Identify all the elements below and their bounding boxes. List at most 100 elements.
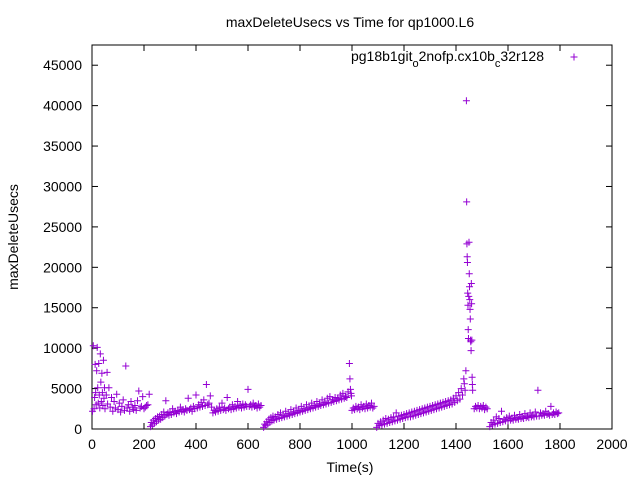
data-point: [464, 289, 472, 297]
data-point: [93, 343, 101, 351]
data-point: [94, 384, 102, 392]
data-point: [256, 403, 264, 411]
data-point: [316, 400, 323, 408]
data-point: [544, 410, 552, 418]
data-point: [547, 402, 555, 410]
data-point: [468, 373, 476, 381]
x-tick-label: 0: [88, 436, 96, 452]
data-point: [200, 396, 208, 404]
x-tick-label: 1800: [544, 436, 575, 452]
data-point: [113, 390, 121, 398]
data-point: [96, 350, 104, 358]
plot-area-frame: [91, 44, 613, 430]
data-point: [215, 403, 223, 411]
data-point: [139, 393, 147, 401]
x-tick-label: 600: [236, 436, 260, 452]
data-point: [105, 384, 113, 392]
data-point: [347, 392, 355, 400]
data-point: [206, 392, 214, 400]
data-point: [467, 347, 475, 355]
data-point: [231, 402, 239, 410]
legend-marker-plus: [570, 53, 578, 61]
data-point: [462, 97, 470, 105]
y-tick-label: 45000: [43, 57, 82, 73]
data-point: [132, 406, 140, 414]
data-point: [295, 406, 303, 414]
data-point: [95, 360, 103, 368]
data-point: [162, 397, 170, 405]
data-point: [284, 410, 292, 418]
data-point: [534, 386, 542, 394]
data-point: [321, 398, 329, 406]
data-point: [466, 283, 474, 291]
legend-marker: [570, 53, 578, 61]
data-point: [144, 401, 152, 409]
chart-title: maxDeleteUsecs vs Time for qp1000.L6: [226, 14, 474, 30]
data-point: [555, 409, 563, 417]
data-point: [370, 402, 378, 410]
data-point: [117, 408, 125, 416]
data-point: [466, 315, 474, 323]
data-point: [467, 338, 475, 346]
data-point: [531, 408, 539, 416]
x-tick-label: 1400: [440, 436, 471, 452]
data-point: [90, 405, 98, 413]
data-point: [147, 423, 154, 431]
data-point: [456, 395, 464, 403]
x-tick-label: 400: [184, 436, 208, 452]
data-point: [300, 405, 308, 413]
x-tick-label: 1200: [388, 436, 419, 452]
data-point: [553, 410, 561, 418]
data-point: [343, 393, 351, 401]
x-axis: 0 200 400 600 800 1000 1200 1400 1600 1800 2000: [88, 45, 628, 452]
data-point: [223, 393, 231, 401]
data-point: [94, 399, 102, 407]
data-point: [461, 386, 469, 394]
data-point: [464, 326, 472, 334]
data-point: [257, 402, 265, 410]
data-point: [182, 405, 190, 413]
data-point: [101, 405, 109, 413]
y-tick-label: 5000: [51, 381, 82, 397]
y-tick-label: 10000: [43, 340, 82, 356]
x-tick-label: 800: [288, 436, 312, 452]
data-point: [466, 296, 474, 304]
data-point: [89, 342, 97, 350]
data-point: [305, 403, 313, 411]
data-point: [205, 399, 213, 407]
data-point: [498, 407, 505, 415]
data-point: [462, 367, 470, 375]
data-point: [92, 389, 100, 397]
data-point: [455, 389, 463, 397]
data-point: [468, 300, 476, 308]
data-point: [234, 398, 242, 406]
data-point: [390, 413, 398, 421]
data-point: [106, 403, 114, 411]
data-point: [103, 368, 111, 376]
data-point: [346, 385, 354, 393]
data-points: [89, 97, 563, 431]
data-point: [119, 396, 127, 404]
data-point: [108, 393, 115, 401]
y-axis-label: maxDeleteUsecs: [5, 184, 21, 290]
x-tick-label: 200: [132, 436, 156, 452]
data-point: [244, 385, 252, 393]
data-point: [463, 198, 471, 206]
data-point: [98, 369, 106, 377]
x-tick-label: 1000: [336, 436, 367, 452]
data-point: [145, 390, 153, 398]
data-point: [495, 414, 503, 422]
y-tick-label: 0: [74, 421, 82, 437]
data-point: [98, 389, 106, 397]
data-point: [459, 391, 466, 399]
x-tick-label: 2000: [596, 436, 627, 452]
data-point: [342, 393, 349, 401]
data-point: [93, 367, 101, 375]
data-point: [126, 407, 134, 415]
data-point: [127, 398, 135, 406]
data-point: [218, 399, 226, 407]
data-point: [99, 356, 107, 364]
data-point: [465, 270, 473, 278]
data-point: [97, 378, 105, 386]
data-point: [346, 375, 354, 383]
